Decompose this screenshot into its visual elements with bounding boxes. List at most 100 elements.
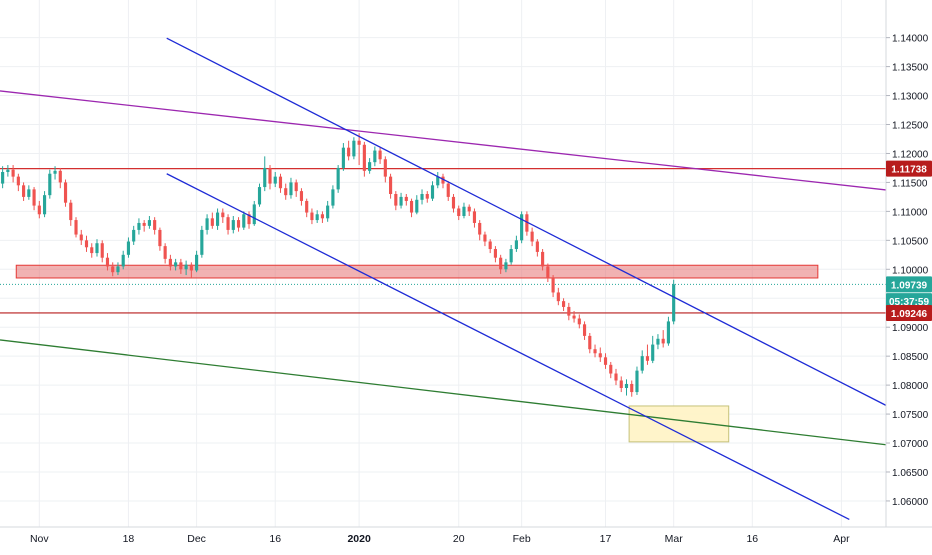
candle-body-60 bbox=[315, 214, 319, 221]
candle-body-8 bbox=[42, 195, 47, 215]
y-axis-background bbox=[886, 0, 932, 550]
y-tick-label-6: 1.11000 bbox=[892, 207, 928, 218]
candle-body-114 bbox=[598, 353, 602, 358]
trendline-1 bbox=[0, 339, 887, 446]
candle-body-61 bbox=[320, 214, 324, 219]
candle-body-20 bbox=[105, 257, 110, 267]
candle-body-126 bbox=[661, 338, 665, 344]
candle-body-99 bbox=[520, 214, 524, 241]
candle-body-19 bbox=[100, 243, 104, 258]
candle-body-4 bbox=[22, 185, 26, 197]
y-tick-label-0: 1.14000 bbox=[892, 34, 929, 45]
candle-body-66 bbox=[347, 147, 351, 157]
candle-body-109 bbox=[572, 315, 576, 319]
candle-body-21 bbox=[111, 266, 115, 273]
candle-body-85 bbox=[446, 183, 450, 197]
candle-body-81 bbox=[425, 194, 429, 199]
candle-body-71 bbox=[373, 150, 377, 163]
candle-body-33 bbox=[174, 262, 178, 267]
candle-body-16 bbox=[84, 240, 89, 248]
candle-body-50 bbox=[263, 167, 267, 188]
y-tick-label-15: 1.06500 bbox=[892, 468, 929, 479]
trendline-3 bbox=[166, 173, 850, 521]
candle-body-86 bbox=[451, 196, 456, 209]
candle-body-55 bbox=[289, 182, 293, 196]
candle-body-25 bbox=[132, 229, 136, 242]
candle-body-125 bbox=[656, 338, 660, 345]
candle-body-108 bbox=[567, 306, 571, 316]
candle-body-56 bbox=[294, 182, 298, 192]
zone-0 bbox=[15, 264, 819, 279]
y-tick-label-2: 1.13000 bbox=[892, 92, 929, 103]
candle-body-97 bbox=[509, 249, 513, 263]
candle-body-121 bbox=[635, 370, 639, 393]
y-tick-label-3: 1.12500 bbox=[892, 121, 929, 132]
candle-body-110 bbox=[577, 318, 581, 325]
price-labels: 1.11738 1.09739 05:37:591.09246 bbox=[886, 160, 932, 321]
candle-body-89 bbox=[467, 206, 471, 212]
candle-body-83 bbox=[436, 176, 440, 186]
candle-body-26 bbox=[137, 222, 141, 230]
candle-body-113 bbox=[593, 349, 597, 354]
candle-body-12 bbox=[63, 182, 68, 203]
y-tick-label-13: 1.07500 bbox=[892, 410, 929, 421]
candle-body-78 bbox=[409, 200, 414, 213]
candle-body-100 bbox=[525, 214, 529, 232]
candle-body-82 bbox=[430, 185, 435, 199]
candle-body-93 bbox=[488, 241, 492, 250]
x-tick-label-3: 16 bbox=[269, 533, 281, 545]
y-tick-label-16: 1.06000 bbox=[892, 497, 929, 508]
y-tick-label-10: 1.09000 bbox=[892, 323, 929, 334]
y-tick-label-12: 1.08000 bbox=[892, 381, 929, 392]
y-tick-label-7: 1.10500 bbox=[892, 236, 929, 247]
candle-body-106 bbox=[556, 292, 560, 302]
candle-body-27 bbox=[142, 222, 146, 226]
candles bbox=[1, 133, 676, 397]
candle-body-48 bbox=[252, 204, 256, 225]
candle-body-62 bbox=[326, 205, 330, 219]
candle-body-31 bbox=[163, 246, 167, 259]
candle-body-36 bbox=[189, 264, 193, 271]
candle-body-80 bbox=[420, 194, 424, 200]
candle-body-52 bbox=[273, 176, 277, 184]
candle-body-35 bbox=[184, 264, 188, 270]
trendline-2 bbox=[166, 37, 887, 406]
y-tick-label-14: 1.07000 bbox=[892, 439, 929, 450]
candle-body-67 bbox=[352, 140, 356, 157]
zones bbox=[15, 264, 819, 443]
candle-body-23 bbox=[121, 254, 125, 267]
candle-body-115 bbox=[603, 357, 608, 365]
candle-body-68 bbox=[357, 140, 361, 145]
x-axis[interactable]: Nov 18 Dec 16 2020 20 Feb 17 Mar 16 Apr bbox=[0, 526, 932, 550]
candle-body-24 bbox=[126, 241, 131, 255]
candle-body-107 bbox=[562, 301, 566, 307]
candle-body-59 bbox=[310, 212, 314, 221]
candle-body-122 bbox=[640, 356, 644, 371]
y-axis[interactable]: 1.14000 1.13500 1.13000 1.12500 1.12000 1.115… bbox=[885, 0, 932, 550]
candle-body-0 bbox=[1, 171, 5, 184]
candle-body-58 bbox=[305, 200, 309, 213]
price-badge-label-1: 1.09739 bbox=[891, 280, 928, 291]
candle-body-91 bbox=[478, 222, 482, 235]
candle-body-95 bbox=[499, 257, 503, 270]
candle-body-76 bbox=[399, 196, 403, 206]
candle-body-41 bbox=[215, 212, 220, 226]
candle-body-96 bbox=[504, 262, 508, 270]
candle-body-116 bbox=[609, 364, 613, 374]
candle-body-49 bbox=[257, 187, 262, 205]
candle-body-112 bbox=[588, 335, 592, 350]
candle-body-47 bbox=[247, 214, 251, 225]
candle-body-53 bbox=[278, 176, 283, 189]
candle-body-22 bbox=[116, 266, 120, 273]
candle-body-65 bbox=[341, 147, 345, 168]
candle-body-11 bbox=[58, 170, 62, 183]
x-tick-label-1: 18 bbox=[123, 533, 135, 545]
candle-body-117 bbox=[614, 373, 618, 381]
trendline-0 bbox=[0, 90, 887, 191]
candle-body-5 bbox=[27, 189, 31, 197]
candle-body-90 bbox=[472, 211, 477, 223]
candle-body-123 bbox=[645, 356, 650, 361]
price-badge-3 bbox=[886, 304, 932, 321]
